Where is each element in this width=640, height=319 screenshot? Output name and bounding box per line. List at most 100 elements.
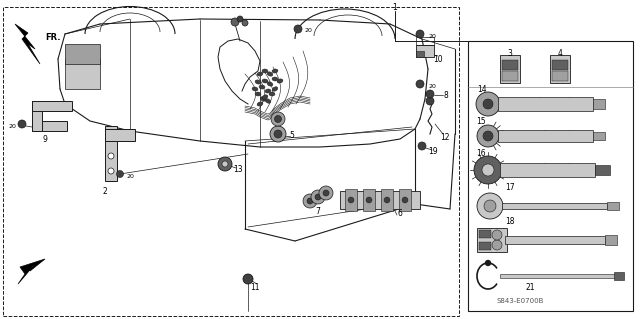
Circle shape (108, 153, 114, 159)
Circle shape (303, 194, 317, 208)
Bar (498, 130, 593, 142)
Circle shape (242, 20, 248, 26)
Text: 15: 15 (476, 117, 486, 127)
Bar (416, 45, 434, 57)
Circle shape (319, 186, 333, 200)
Ellipse shape (267, 72, 273, 76)
Ellipse shape (252, 87, 258, 91)
Circle shape (492, 240, 502, 250)
Bar (479, 242, 491, 250)
Text: 20: 20 (8, 124, 16, 130)
Circle shape (222, 161, 228, 167)
Bar (32, 101, 42, 131)
Bar (502, 71, 518, 81)
Bar (3, 7, 459, 316)
Text: 20: 20 (428, 84, 436, 88)
Bar (498, 97, 593, 111)
Circle shape (243, 274, 253, 284)
Bar (605, 235, 617, 245)
Circle shape (18, 120, 26, 128)
Ellipse shape (269, 92, 275, 96)
Bar (502, 60, 518, 70)
Bar (32, 121, 67, 131)
Circle shape (116, 170, 124, 177)
Circle shape (474, 156, 502, 184)
Bar (614, 272, 624, 280)
Bar (363, 189, 375, 211)
Bar (381, 189, 393, 211)
Ellipse shape (272, 69, 278, 73)
Ellipse shape (262, 95, 268, 99)
Bar (105, 126, 117, 181)
Ellipse shape (255, 80, 261, 84)
Bar (399, 189, 411, 211)
Ellipse shape (257, 102, 263, 106)
Circle shape (366, 197, 372, 203)
Ellipse shape (277, 79, 283, 83)
Bar (468, 41, 633, 311)
Circle shape (275, 115, 282, 122)
Polygon shape (15, 24, 40, 64)
Bar (552, 71, 568, 81)
Ellipse shape (265, 99, 271, 103)
Ellipse shape (272, 77, 278, 81)
Text: 1: 1 (392, 3, 397, 11)
Circle shape (476, 92, 500, 116)
Bar (550, 55, 570, 83)
Bar (32, 101, 72, 111)
Bar (502, 203, 607, 209)
Circle shape (483, 99, 493, 109)
Text: 18: 18 (505, 218, 515, 226)
Circle shape (402, 197, 408, 203)
Circle shape (485, 260, 491, 266)
Bar (500, 55, 520, 83)
Circle shape (477, 125, 499, 147)
Text: S843-E0700B: S843-E0700B (496, 298, 544, 304)
Text: 14: 14 (477, 85, 487, 94)
Circle shape (384, 197, 390, 203)
Text: 8: 8 (444, 92, 449, 100)
Circle shape (307, 198, 313, 204)
Bar (593, 99, 605, 109)
Circle shape (426, 97, 434, 105)
Ellipse shape (272, 87, 278, 91)
Text: 7: 7 (316, 206, 321, 216)
Text: 10: 10 (433, 55, 443, 63)
Circle shape (274, 130, 282, 138)
Ellipse shape (267, 82, 273, 86)
Circle shape (348, 197, 354, 203)
Circle shape (315, 194, 321, 200)
Circle shape (418, 142, 426, 150)
Circle shape (231, 18, 239, 26)
Text: 16: 16 (476, 150, 486, 159)
Bar (505, 236, 605, 244)
Circle shape (482, 164, 494, 176)
Bar (65, 44, 100, 64)
Ellipse shape (259, 85, 265, 89)
Bar (345, 189, 357, 211)
Ellipse shape (257, 72, 263, 76)
Text: FR.: FR. (45, 33, 61, 41)
Bar (105, 129, 135, 141)
Text: 2: 2 (102, 188, 108, 197)
Text: 6: 6 (397, 210, 403, 219)
Bar (595, 165, 610, 175)
Bar (500, 163, 595, 177)
Circle shape (311, 190, 325, 204)
Circle shape (416, 80, 424, 88)
Text: 20: 20 (304, 28, 312, 33)
Circle shape (483, 131, 493, 141)
Circle shape (108, 168, 114, 174)
Polygon shape (18, 259, 45, 284)
Text: 20: 20 (126, 174, 134, 179)
Ellipse shape (255, 92, 261, 96)
Text: 17: 17 (505, 183, 515, 192)
Circle shape (237, 16, 243, 22)
Bar (477, 228, 507, 252)
Text: 12: 12 (440, 132, 450, 142)
Bar (607, 202, 619, 210)
Circle shape (323, 190, 329, 196)
Text: 19: 19 (428, 146, 438, 155)
Circle shape (477, 193, 503, 219)
Circle shape (484, 200, 496, 212)
